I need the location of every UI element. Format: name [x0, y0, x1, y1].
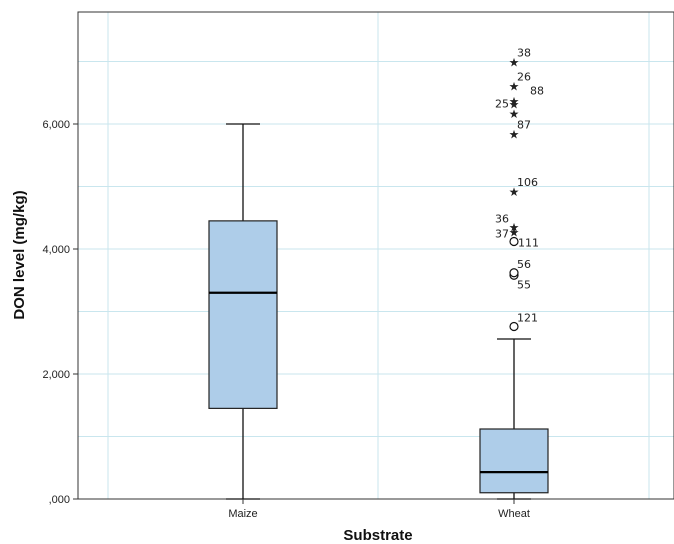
outlier-star: ★: [509, 185, 520, 199]
y-axis: ,000 2,000 4,000 6,000: [42, 119, 78, 506]
outlier-label: 26: [517, 70, 531, 83]
outlier-circle: [509, 236, 519, 247]
y-tick-label: ,000: [49, 494, 70, 506]
outlier-star: ★: [509, 107, 520, 121]
grid-layer: [78, 12, 674, 499]
outlier-label: 55: [517, 278, 531, 291]
box-wheat: [479, 338, 549, 500]
box-iqr: [208, 220, 278, 409]
outlier-star: ★: [509, 79, 520, 93]
outlier-label: 25: [495, 97, 509, 110]
outlier-star: ★: [509, 226, 520, 240]
outlier-star: ★: [509, 221, 520, 235]
y-tick-label: 6,000: [42, 119, 70, 131]
outlier-label: 88: [530, 84, 544, 97]
x-category-label: Wheat: [498, 508, 530, 520]
box-maize: [208, 123, 278, 500]
outlier-star: ★: [509, 97, 520, 111]
outlier-label: 87: [517, 118, 531, 131]
outlier-star: ★: [509, 94, 520, 108]
outlier-label: 121: [517, 312, 538, 325]
outlier-star: ★: [509, 56, 520, 70]
x-category-label: Maize: [228, 508, 257, 520]
plot-frame: [77, 11, 674, 500]
y-tick-label: 4,000: [42, 244, 70, 256]
outlier-label: 38: [517, 47, 531, 60]
y-axis-title: DON level (mg/kg): [11, 190, 28, 319]
outlier-label: 111: [518, 237, 539, 250]
y-tick-label: 2,000: [42, 369, 70, 381]
outlier-circle: [509, 268, 519, 278]
outlier-star: ★: [509, 127, 520, 141]
outlier-label: 106: [517, 176, 538, 189]
outlier-circle: [509, 321, 519, 332]
boxes-layer: [208, 123, 549, 500]
x-axis-title: Substrate: [343, 527, 412, 544]
outlier-label: 56: [517, 258, 531, 271]
box-iqr: [479, 428, 549, 494]
x-axis: Maize Wheat: [228, 499, 530, 520]
outlier-label: 36: [495, 213, 509, 226]
outlier-label: 37: [495, 228, 509, 241]
